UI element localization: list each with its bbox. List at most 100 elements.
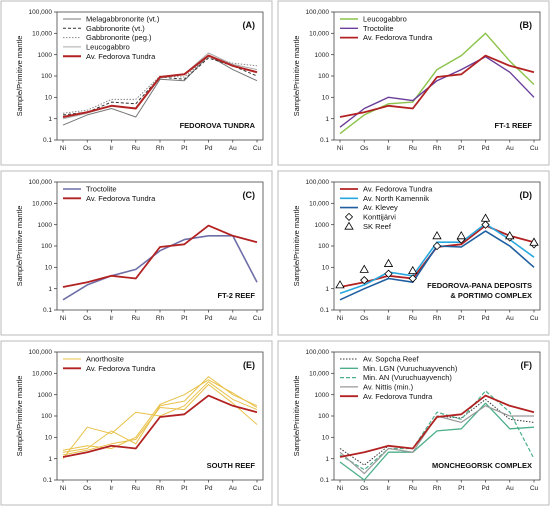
x-tick-label: Ru <box>132 485 141 492</box>
legend-entry: Melagabbronorite (vt.) <box>63 15 160 24</box>
panel-annotation: FEDOROVA TUNDRA <box>180 121 256 130</box>
data-point-triangle <box>505 231 515 240</box>
x-tick-label: Ru <box>409 485 418 492</box>
data-point-triangle <box>383 258 394 267</box>
legend-entry: SK Reef <box>344 221 392 231</box>
chart-panel-2: 0.1 1 10 100 1000 10,000 100,000 Ni Os Ir Ru Rh Pt Pd… <box>277 0 550 166</box>
x-tick-label: Au <box>229 315 237 322</box>
legend-label: Av. Fedorova Tundra <box>86 364 156 373</box>
series-line <box>339 56 535 128</box>
x-tick-label: Ni <box>337 315 343 322</box>
y-tick-label: 1000 <box>315 392 330 399</box>
chart-panel-1: 0.1 1 10 100 1000 10,000 100,000 Ni Os Ir Ru Rh Pt Pd… <box>0 0 273 166</box>
legend-label: Av. North Kamennik <box>363 194 429 203</box>
x-tick-label: Au <box>229 145 237 152</box>
series-line <box>62 55 258 126</box>
series-line <box>62 235 258 301</box>
legend-entry: Av. Fedorova Tundra <box>340 392 433 401</box>
panel-label: (D) <box>520 190 533 200</box>
legend-label: Av. Fedorova Tundra <box>363 185 433 194</box>
x-tick-label: Rh <box>156 485 165 492</box>
legend-entry: Troctolite <box>340 24 394 33</box>
series-4 <box>62 379 258 451</box>
panel-frame <box>277 170 550 336</box>
y-tick-label: 10,000 <box>309 201 329 208</box>
x-tick-label: Ir <box>387 485 392 492</box>
legend-entry: Av. Fedorova Tundra <box>63 364 156 373</box>
x-tick-label: Au <box>506 315 514 322</box>
x-tick-label: Pd <box>482 485 490 492</box>
legend-label: Av. Sopcha Reef <box>363 355 420 364</box>
y-tick-label: 100 <box>318 73 329 80</box>
panel-frame <box>0 0 273 166</box>
panel-annotation: FEDOROVA-PANA DEPOSITS <box>427 281 532 290</box>
y-tick-label: 1 <box>325 116 329 123</box>
legend-entry: Konttijärvi <box>344 212 396 222</box>
series-line <box>339 394 535 458</box>
x-tick-label: Cu <box>253 485 262 492</box>
data-point-triangle <box>480 213 491 222</box>
legend-entry: Av. Sopcha Reef <box>340 355 420 364</box>
y-tick-label: 0.1 <box>320 477 329 484</box>
legend-label: Leucogabbro <box>363 15 407 24</box>
data-point-triangle <box>456 231 466 240</box>
x-tick-label: Rh <box>433 485 442 492</box>
legend-entry: Leucogabbro <box>63 43 130 52</box>
legend-label: Troctolite <box>86 185 117 194</box>
y-tick-label: 10 <box>322 435 330 442</box>
panel-annotation: MONCHEGORSK COMPLEX <box>432 461 532 470</box>
y-tick-label: 10 <box>45 95 53 102</box>
y-tick-label: 10 <box>322 95 330 102</box>
legend-swatch <box>344 212 354 221</box>
y-tick-label: 0.1 <box>320 307 329 314</box>
legend-entry: Av. Fedorova Tundra <box>340 185 433 194</box>
series-line <box>62 54 258 118</box>
y-tick-label: 1000 <box>315 222 330 229</box>
x-tick-label: Ir <box>110 315 115 322</box>
x-tick-label: Cu <box>530 145 539 152</box>
y-axis-label: Sample/Primitive mantle <box>292 376 301 457</box>
y-axis-label: Sample/Primitive mantle <box>292 206 301 287</box>
y-tick-label: 100 <box>41 413 52 420</box>
y-tick-label: 0.1 <box>320 137 329 144</box>
x-tick-label: Ni <box>337 485 343 492</box>
y-tick-label: 10,000 <box>32 371 52 378</box>
legend-label: Leucogabbro <box>86 43 130 52</box>
legend-entry: Min. LGN (Vuruchuayvench) <box>340 364 458 373</box>
panel-frame <box>0 340 273 506</box>
y-tick-label: 0.1 <box>43 477 52 484</box>
y-axis-label: Sample/Primitive mantle <box>15 206 24 287</box>
y-tick-label: 10,000 <box>32 201 52 208</box>
y-tick-label: 1 <box>48 286 52 293</box>
series-line <box>339 32 535 135</box>
x-tick-label: Ni <box>337 145 343 152</box>
x-tick-label: Os <box>360 315 369 322</box>
y-tick-label: 100 <box>318 413 329 420</box>
series-3 <box>62 384 258 456</box>
y-tick-label: 100,000 <box>306 9 330 16</box>
x-tick-label: Ir <box>110 145 115 152</box>
series-line <box>62 224 258 288</box>
y-tick-label: 10,000 <box>32 31 52 38</box>
y-tick-label: 1 <box>325 286 329 293</box>
legend-entry: Av. Fedorova Tundra <box>63 194 156 203</box>
x-tick-label: Os <box>83 485 92 492</box>
series-line <box>62 379 258 451</box>
y-axis-label: Sample/Primitive mantle <box>15 376 24 457</box>
y-tick-label: 1000 <box>315 52 330 59</box>
x-tick-label: Rh <box>156 315 165 322</box>
legend-label: Av. Nittis (min.) <box>363 383 414 392</box>
series-5 <box>339 394 535 458</box>
legend-label: Gabbronorite (vt.) <box>86 24 145 33</box>
x-tick-label: Cu <box>253 315 262 322</box>
y-tick-label: 100,000 <box>29 349 53 356</box>
x-tick-label: Cu <box>530 485 539 492</box>
x-tick-label: Pt <box>458 145 464 152</box>
x-tick-label: Ru <box>409 315 418 322</box>
x-tick-label: Os <box>83 145 92 152</box>
data-point-triangle <box>359 264 369 273</box>
y-tick-label: 100,000 <box>306 179 330 186</box>
data-point-diamond <box>432 241 442 251</box>
legend-label: Av. Fedorova Tundra <box>86 194 156 203</box>
